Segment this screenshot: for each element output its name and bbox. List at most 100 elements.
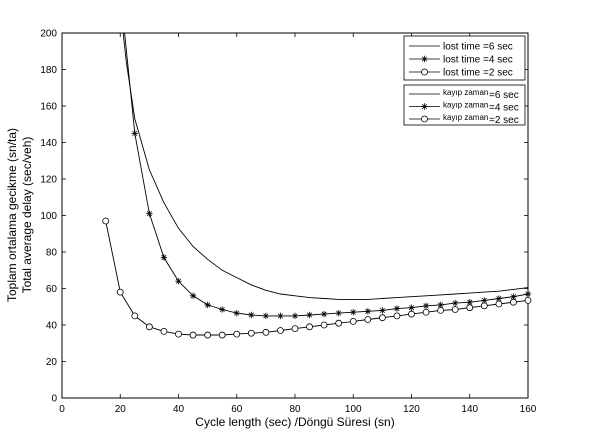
- y-tick-label: 40: [46, 321, 58, 332]
- star-stroke: [423, 303, 429, 309]
- star-stroke: [438, 302, 444, 308]
- data-point-circle: [204, 331, 212, 339]
- data-point-circle: [218, 331, 226, 339]
- data-point-star: [218, 306, 226, 313]
- data-point-circle: [510, 298, 517, 306]
- data-point-circle: [466, 304, 474, 312]
- data-point-star: [306, 311, 313, 319]
- series-group: [102, 32, 532, 339]
- data-point-circle: [233, 330, 241, 338]
- data-point-star: [421, 55, 428, 63]
- legend-top-entries: lost time =6 sec lost time =4 sec lost tim…: [409, 42, 513, 79]
- legend-label-b: =6 sec: [489, 90, 519, 101]
- x-tick-label: 100: [345, 404, 362, 415]
- star-stroke: [379, 307, 385, 313]
- star-stroke: [350, 309, 356, 315]
- star-stroke: [336, 310, 342, 316]
- x-tick-label: 0: [59, 404, 65, 415]
- data-point-star: [350, 309, 357, 316]
- data-point-star: [335, 309, 342, 317]
- data-point-star: [422, 302, 430, 310]
- data-point-star: [277, 312, 284, 320]
- data-point-star: [146, 210, 153, 217]
- data-point-circle: [277, 327, 284, 334]
- data-point-star: [421, 103, 428, 110]
- data-point-circle: [160, 327, 168, 335]
- star-stroke: [481, 297, 487, 303]
- data-point-star: [189, 292, 197, 299]
- x-tick-label: 160: [520, 404, 537, 415]
- data-point-star: [160, 254, 168, 261]
- star-stroke: [205, 302, 211, 308]
- x-tick-label: 20: [115, 404, 127, 415]
- data-point-circle: [145, 323, 153, 331]
- data-point-star: [524, 290, 532, 298]
- data-point-circle: [291, 325, 299, 333]
- star-stroke: [263, 313, 269, 319]
- star-stroke: [146, 211, 152, 217]
- star-stroke: [307, 312, 313, 318]
- data-point-circle: [189, 331, 197, 339]
- star-stroke: [421, 56, 428, 62]
- data-point-star: [408, 304, 415, 311]
- data-point-circle: [495, 300, 503, 308]
- star-stroke: [132, 130, 138, 136]
- star-stroke: [175, 278, 182, 284]
- data-point-circle: [335, 319, 343, 327]
- star-stroke: [408, 305, 415, 311]
- data-point-star: [233, 309, 240, 317]
- data-point-circle: [349, 317, 357, 325]
- data-point-circle: [306, 323, 313, 331]
- y-tick-label: 180: [40, 65, 57, 76]
- data-point-circle: [320, 321, 328, 329]
- series-1: [122, 32, 529, 300]
- legend-label-a: kayıp zaman: [443, 101, 488, 110]
- star-stroke: [277, 313, 283, 319]
- y-tick-label: 80: [46, 248, 58, 259]
- x-tick-label: 140: [461, 404, 478, 415]
- data-point-star: [393, 305, 401, 312]
- data-point-circle: [378, 314, 386, 322]
- x-tick-label: 40: [173, 404, 185, 415]
- series-2: [124, 32, 532, 320]
- y-tick-label: 20: [46, 357, 58, 368]
- series-line: [122, 32, 529, 300]
- data-point-circle: [131, 312, 139, 320]
- x-axis-label: Cycle length (sec) /Döngü Süresi (sn): [195, 415, 394, 429]
- data-point-circle: [421, 68, 428, 76]
- data-point-star: [175, 278, 182, 285]
- star-stroke: [219, 306, 225, 313]
- data-point-circle: [364, 316, 372, 323]
- data-point-circle: [437, 306, 445, 314]
- x-tick-label: 60: [231, 404, 243, 415]
- data-point-star: [379, 307, 386, 314]
- data-point-star: [364, 308, 372, 315]
- legend-label: lost time =4 sec: [443, 55, 513, 66]
- data-point-circle: [480, 302, 488, 310]
- data-point-circle: [421, 115, 428, 123]
- y-axis-label: Total average delay (sec/veh): [20, 137, 34, 294]
- data-point-circle: [524, 296, 532, 304]
- star-stroke: [452, 300, 458, 306]
- data-point-circle: [175, 330, 182, 338]
- data-point-circle: [408, 310, 415, 318]
- legend-label: lost time =2 sec: [443, 68, 513, 79]
- data-point-star: [320, 310, 328, 318]
- star-stroke: [234, 310, 240, 316]
- data-point-circle: [393, 312, 401, 320]
- series-3: [102, 217, 532, 339]
- data-point-circle: [451, 306, 459, 313]
- star-stroke: [248, 312, 254, 318]
- data-point-star: [262, 312, 270, 320]
- star-stroke: [190, 293, 196, 299]
- y-tick-label: 120: [40, 175, 57, 186]
- star-stroke: [292, 313, 298, 319]
- data-point-circle: [262, 328, 270, 336]
- star-stroke: [496, 295, 502, 302]
- series-line: [105, 220, 529, 336]
- legend-label: lost time =6 sec: [443, 42, 513, 53]
- legend-top: lost time =6 sec lost time =4 sec lost tim…: [403, 35, 526, 81]
